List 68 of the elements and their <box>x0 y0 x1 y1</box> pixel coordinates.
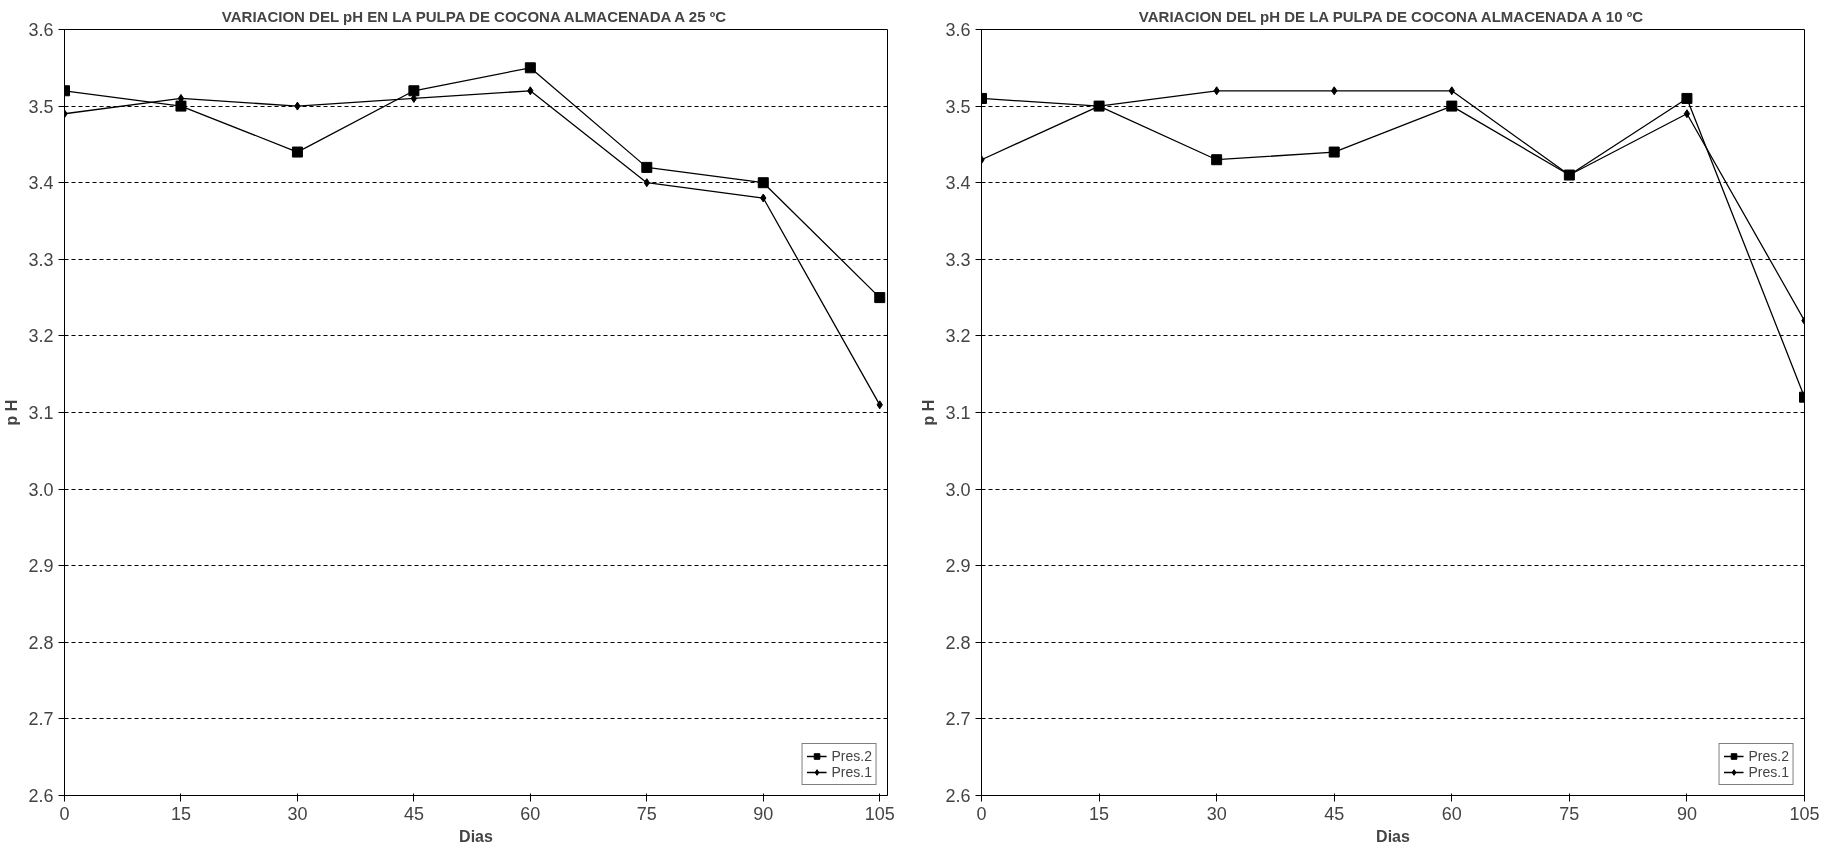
x-tick-label: 45 <box>1324 803 1345 824</box>
y-tick-label: 3.2 <box>28 326 54 347</box>
x-tick-label: 75 <box>1559 803 1580 824</box>
x-tick-label: 75 <box>636 803 657 824</box>
x-tick-label: 45 <box>403 803 424 824</box>
x-tick-label: 60 <box>1441 803 1462 824</box>
legend-label: Pres.2 <box>831 748 872 764</box>
point <box>527 86 534 96</box>
x-tick-label: 15 <box>170 803 191 824</box>
y-tick-label: 3.6 <box>28 20 54 40</box>
point <box>1331 86 1338 96</box>
point <box>1211 154 1223 166</box>
point <box>1213 86 1220 96</box>
x-tick-label: 0 <box>976 803 987 824</box>
y-axis-title: p H <box>920 399 938 426</box>
x-tick-label: 105 <box>1789 803 1820 824</box>
y-tick-label: 3.5 <box>945 96 971 117</box>
y-tick-label: 2.9 <box>945 556 971 577</box>
y-tick-label: 3.0 <box>945 479 971 500</box>
y-tick-label: 3.3 <box>28 249 54 270</box>
point <box>1681 92 1693 104</box>
y-axis-title: p H <box>3 399 21 426</box>
y-tick-label: 2.8 <box>28 632 54 653</box>
x-axis-title: Dias <box>1376 827 1410 845</box>
x-tick-label: 30 <box>1206 803 1227 824</box>
y-tick-label: 2.6 <box>945 786 971 806</box>
point <box>876 400 883 410</box>
y-tick-label: 2.7 <box>945 709 971 730</box>
point <box>1683 109 1691 119</box>
y-tick-label: 3.1 <box>28 403 54 423</box>
x-tick-label: 30 <box>287 803 308 824</box>
y-tick-label: 2.6 <box>28 786 54 806</box>
legend-label: Pres.1 <box>831 764 872 780</box>
point <box>1448 86 1455 96</box>
point <box>757 177 769 189</box>
point <box>408 85 420 97</box>
point <box>760 193 767 203</box>
x-tick-label: 15 <box>1089 803 1110 824</box>
point <box>643 178 650 188</box>
y-tick-label: 2.9 <box>28 556 54 577</box>
point <box>874 292 886 304</box>
y-tick-label: 3.3 <box>945 249 971 270</box>
y-tick-label: 3.5 <box>28 96 54 117</box>
legend-label: Pres.1 <box>1748 764 1789 780</box>
point <box>175 100 187 112</box>
x-tick-label: 60 <box>520 803 541 824</box>
y-tick-label: 3.2 <box>945 326 971 347</box>
point <box>291 146 303 158</box>
point <box>641 161 653 173</box>
point <box>294 101 301 111</box>
y-tick-label: 3.1 <box>945 403 971 423</box>
x-tick-label: 90 <box>753 803 774 824</box>
legend-label: Pres.2 <box>1748 748 1789 764</box>
chart-title: VARIACION DEL pH DE LA PULPA DE COCONA ALMACENADA A 10 ºC <box>1138 7 1644 25</box>
x-tick-label: 90 <box>1676 803 1697 824</box>
y-tick-label: 2.8 <box>945 632 971 653</box>
point <box>1328 146 1340 158</box>
y-tick-label: 3.0 <box>28 479 54 500</box>
x-tick-label: 0 <box>59 803 70 824</box>
point <box>1446 100 1458 112</box>
y-tick-label: 3.4 <box>28 173 54 194</box>
x-axis-title: Dias <box>459 827 493 845</box>
y-tick-label: 3.4 <box>945 173 971 194</box>
chart-title: VARIACION DEL pH EN LA PULPA DE COCONA ALMACENADA A 25 ºC <box>221 7 727 25</box>
x-tick-label: 105 <box>864 803 895 824</box>
y-tick-label: 2.7 <box>28 709 54 730</box>
point <box>524 62 536 74</box>
y-tick-label: 3.6 <box>945 20 971 40</box>
